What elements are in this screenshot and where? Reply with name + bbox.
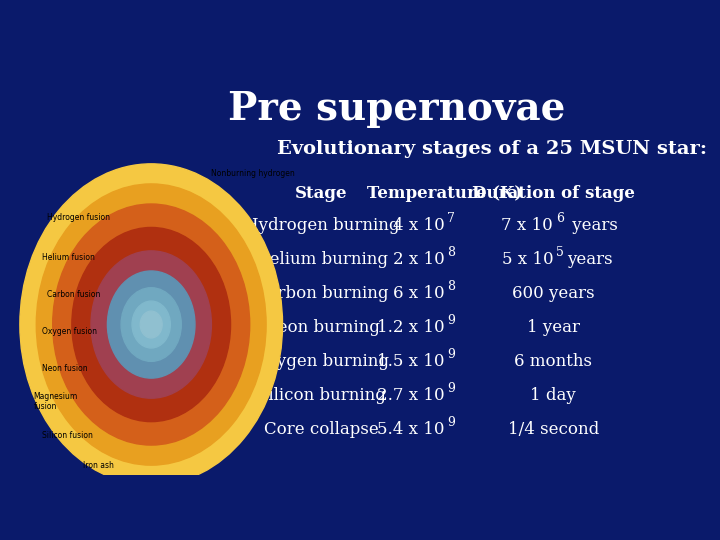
- Circle shape: [20, 164, 282, 485]
- Text: years: years: [567, 251, 613, 268]
- Text: Helium fusion: Helium fusion: [42, 253, 94, 262]
- Text: Core collapse: Core collapse: [264, 421, 379, 438]
- Text: Stage: Stage: [295, 185, 348, 202]
- Circle shape: [132, 301, 171, 348]
- Text: 1 year: 1 year: [526, 319, 580, 336]
- Text: Hydrogen burning: Hydrogen burning: [244, 217, 400, 234]
- Text: 8: 8: [447, 246, 455, 259]
- Text: 2.7 x 10: 2.7 x 10: [377, 387, 444, 404]
- Text: 9: 9: [447, 314, 455, 327]
- Text: 1.2 x 10: 1.2 x 10: [377, 319, 444, 336]
- Text: Evolutionary stages of a 25 MSUN star:: Evolutionary stages of a 25 MSUN star:: [276, 140, 707, 158]
- Circle shape: [36, 184, 266, 465]
- Text: 9: 9: [447, 382, 455, 395]
- Text: Helium burning: Helium burning: [255, 251, 388, 268]
- Text: 4 x 10: 4 x 10: [392, 217, 444, 234]
- Text: Iron ash: Iron ash: [83, 461, 114, 470]
- Text: Oxygen burning: Oxygen burning: [254, 353, 389, 370]
- Text: 8: 8: [447, 280, 455, 293]
- Circle shape: [121, 288, 181, 361]
- Text: 600 years: 600 years: [512, 285, 595, 302]
- Text: 1 day: 1 day: [530, 387, 576, 404]
- Text: Silicon burning: Silicon burning: [257, 387, 386, 404]
- Text: 5: 5: [556, 246, 564, 259]
- Circle shape: [107, 271, 195, 378]
- Text: years: years: [567, 217, 618, 234]
- Text: Hydrogen fusion: Hydrogen fusion: [48, 213, 110, 222]
- Text: Neon burning: Neon burning: [263, 319, 380, 336]
- Text: Silicon fusion: Silicon fusion: [42, 430, 93, 440]
- Circle shape: [53, 204, 250, 445]
- Text: Neon fusion: Neon fusion: [42, 363, 87, 373]
- Text: Duration of stage: Duration of stage: [472, 185, 634, 202]
- Text: 7: 7: [447, 212, 455, 225]
- Text: 9: 9: [447, 416, 455, 429]
- Text: Magnesium
fusion: Magnesium fusion: [34, 392, 78, 411]
- Text: 1/4 second: 1/4 second: [508, 421, 599, 438]
- Text: Temperature (K): Temperature (K): [366, 185, 522, 202]
- Circle shape: [140, 311, 162, 338]
- Text: Carbon fusion: Carbon fusion: [48, 290, 101, 299]
- Text: Nonburning hydrogen: Nonburning hydrogen: [212, 170, 295, 178]
- Text: 9: 9: [447, 348, 455, 361]
- Text: 6 x 10: 6 x 10: [392, 285, 444, 302]
- Circle shape: [91, 251, 212, 398]
- Circle shape: [72, 227, 230, 422]
- Text: Carbon burning: Carbon burning: [255, 285, 388, 302]
- Text: 2 x 10: 2 x 10: [392, 251, 444, 268]
- Text: 5.4 x 10: 5.4 x 10: [377, 421, 444, 438]
- Text: 1.5 x 10: 1.5 x 10: [377, 353, 444, 370]
- Text: Pre supernovae: Pre supernovae: [228, 90, 566, 128]
- Text: 7 x 10: 7 x 10: [501, 217, 553, 234]
- Text: 6: 6: [556, 212, 564, 225]
- Text: 5 x 10: 5 x 10: [502, 251, 553, 268]
- Text: 6 months: 6 months: [514, 353, 592, 370]
- Text: Oxygen fusion: Oxygen fusion: [42, 327, 96, 336]
